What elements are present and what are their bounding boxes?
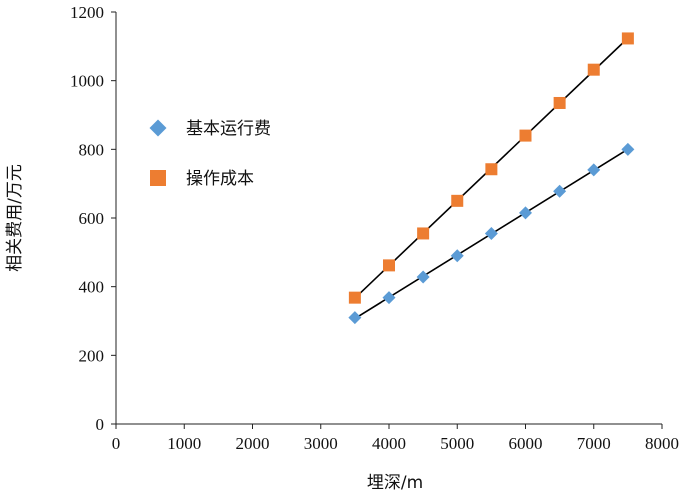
x-tick-label: 7000 <box>577 434 611 453</box>
x-tick-label: 2000 <box>236 434 270 453</box>
data-point-diamond <box>450 249 464 263</box>
legend-marker-diamond <box>149 119 167 137</box>
data-point-square <box>348 291 361 304</box>
y-tick-label: 600 <box>79 209 105 228</box>
y-axis-title: 相关费用/万元 <box>5 164 25 272</box>
x-tick-label: 6000 <box>509 434 543 453</box>
data-point-diamond <box>519 206 532 220</box>
x-tick-label: 0 <box>112 434 121 453</box>
plot-area <box>348 32 635 325</box>
data-point-square <box>553 96 566 109</box>
data-point-diamond <box>382 291 396 305</box>
data-point-diamond <box>621 142 635 156</box>
data-point-square <box>621 32 634 45</box>
x-tick-label: 1000 <box>167 434 201 453</box>
data-point-square <box>451 194 464 207</box>
legend-marker-square <box>150 170 166 186</box>
y-tick-label: 800 <box>79 140 105 159</box>
y-tick-label: 1000 <box>70 72 104 91</box>
data-point-square <box>485 163 498 176</box>
data-point-square <box>417 227 430 240</box>
y-tick-label: 400 <box>79 278 105 297</box>
data-point-diamond <box>484 226 498 240</box>
x-axis-title: 埋深/m <box>367 473 423 493</box>
legend-label: 操作成本 <box>186 169 254 189</box>
data-point-diamond <box>587 163 601 177</box>
data-point-diamond <box>416 270 430 284</box>
y-tick-label: 200 <box>79 346 105 365</box>
y-tick-labels: 0 200 400 600 800 1000 1200 <box>70 3 104 434</box>
axes <box>111 11 663 429</box>
legend-label: 基本运行费 <box>186 119 271 139</box>
x-tick-label: 8000 <box>645 434 679 453</box>
x-tick-label: 3000 <box>304 434 338 453</box>
x-tick-label: 4000 <box>372 434 406 453</box>
data-point-square <box>587 63 600 76</box>
x-tick-labels: 0 1000 2000 3000 4000 5000 6000 7000 8000 <box>112 434 679 453</box>
data-point-square <box>383 259 395 272</box>
data-point-diamond <box>553 184 567 198</box>
y-tick-label: 0 <box>96 415 105 434</box>
y-tick-label: 1200 <box>70 3 104 22</box>
x-tick-label: 5000 <box>440 434 474 453</box>
data-point-square <box>519 129 532 142</box>
data-point-diamond <box>348 311 362 325</box>
